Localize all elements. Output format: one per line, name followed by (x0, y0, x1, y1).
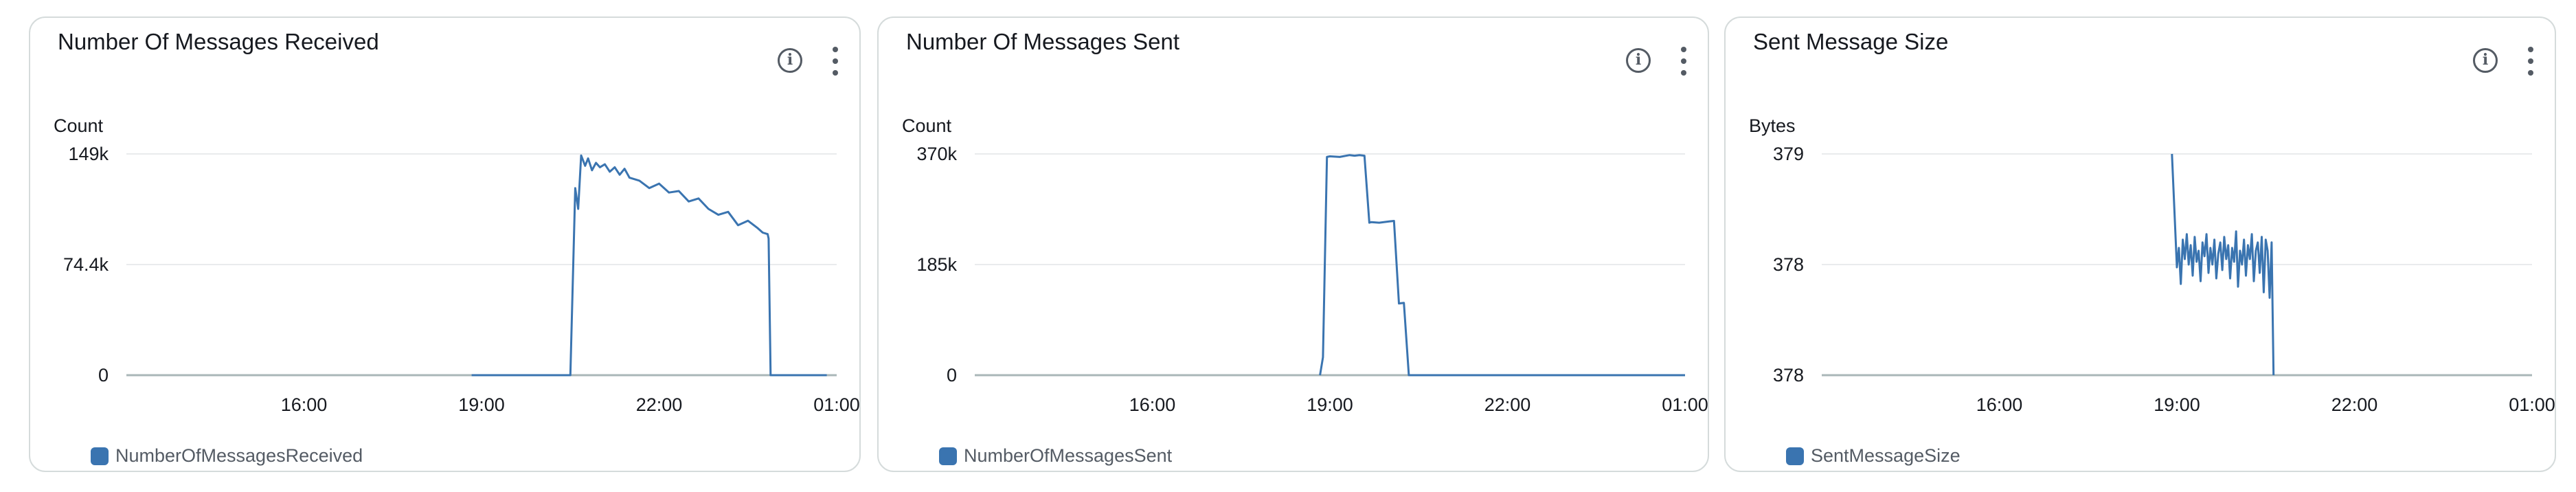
x-tick-label: 01:00 (1662, 394, 1708, 415)
y-tick-label: 378 (1773, 254, 1804, 275)
legend-label: NumberOfMessagesSent (964, 445, 1173, 466)
widget-title: Sent Message Size (1753, 29, 1949, 54)
y-tick-label: 378 (1773, 365, 1804, 385)
x-tick-label: 16:00 (1976, 394, 2023, 415)
more-options-icon[interactable] (2527, 47, 2535, 76)
x-tick-label: 19:00 (458, 394, 505, 415)
y-axis-label: Count (54, 115, 104, 136)
legend-item[interactable]: NumberOfMessagesSent (939, 445, 1172, 467)
x-tick-label: 16:00 (281, 394, 328, 415)
series-line (2171, 153, 2275, 376)
x-tick-label: 19:00 (2154, 394, 2200, 415)
x-tick-label: 01:00 (2509, 394, 2555, 415)
legend-item[interactable]: NumberOfMessagesReceived (91, 445, 363, 467)
line-chart: 378 378 379 16:00 19:00 22:00 01:00 (1773, 144, 2555, 415)
y-tick-label: 149k (68, 144, 109, 164)
x-tick-label: 16:00 (1129, 394, 1176, 415)
series-line (1319, 154, 1685, 377)
widget-sent-message-size: Sent Message Size i Bytes 378 378 379 16:00… (1724, 16, 2556, 472)
x-tick-label: 22:00 (2331, 394, 2378, 415)
x-tick-label: 01:00 (813, 394, 860, 415)
x-tick-label: 22:00 (636, 394, 683, 415)
series-line (471, 154, 827, 377)
legend-label: SentMessageSize (1811, 445, 1961, 466)
x-tick-label: 19:00 (1307, 394, 1353, 415)
more-options-icon[interactable] (1680, 47, 1688, 76)
y-tick-label: 370k (916, 144, 957, 164)
more-options-icon[interactable] (831, 47, 839, 76)
line-chart: 0 185k 370k 16:00 19:00 22:00 01:00 (916, 144, 1708, 415)
x-tick-label: 22:00 (1484, 394, 1531, 415)
y-axis-label: Bytes (1749, 115, 1796, 136)
info-icon[interactable]: i (2473, 48, 2498, 73)
legend-item[interactable]: SentMessageSize (1786, 445, 1961, 467)
widget-title: Number Of Messages Received (58, 29, 379, 54)
legend-label: NumberOfMessagesReceived (115, 445, 363, 466)
y-tick-label: 74.4k (63, 254, 109, 275)
y-tick-label: 0 (947, 365, 957, 385)
legend-swatch (939, 447, 957, 465)
y-tick-label: 0 (98, 365, 109, 385)
legend-swatch (91, 447, 109, 465)
info-icon[interactable]: i (1626, 48, 1651, 73)
widget-messages-received: Number Of Messages Received i Count 0 74.… (29, 16, 861, 472)
widget-messages-sent: Number Of Messages Sent i Count 0 185k 370… (877, 16, 1709, 472)
y-axis-label: Count (902, 115, 952, 136)
widget-title: Number Of Messages Sent (906, 29, 1179, 54)
info-icon[interactable]: i (778, 48, 802, 73)
y-tick-label: 185k (916, 254, 957, 275)
line-chart: 0 74.4k 149k 16:00 19:00 22:00 01:00 (63, 144, 860, 415)
legend-swatch (1786, 447, 1804, 465)
y-tick-label: 379 (1773, 144, 1804, 164)
